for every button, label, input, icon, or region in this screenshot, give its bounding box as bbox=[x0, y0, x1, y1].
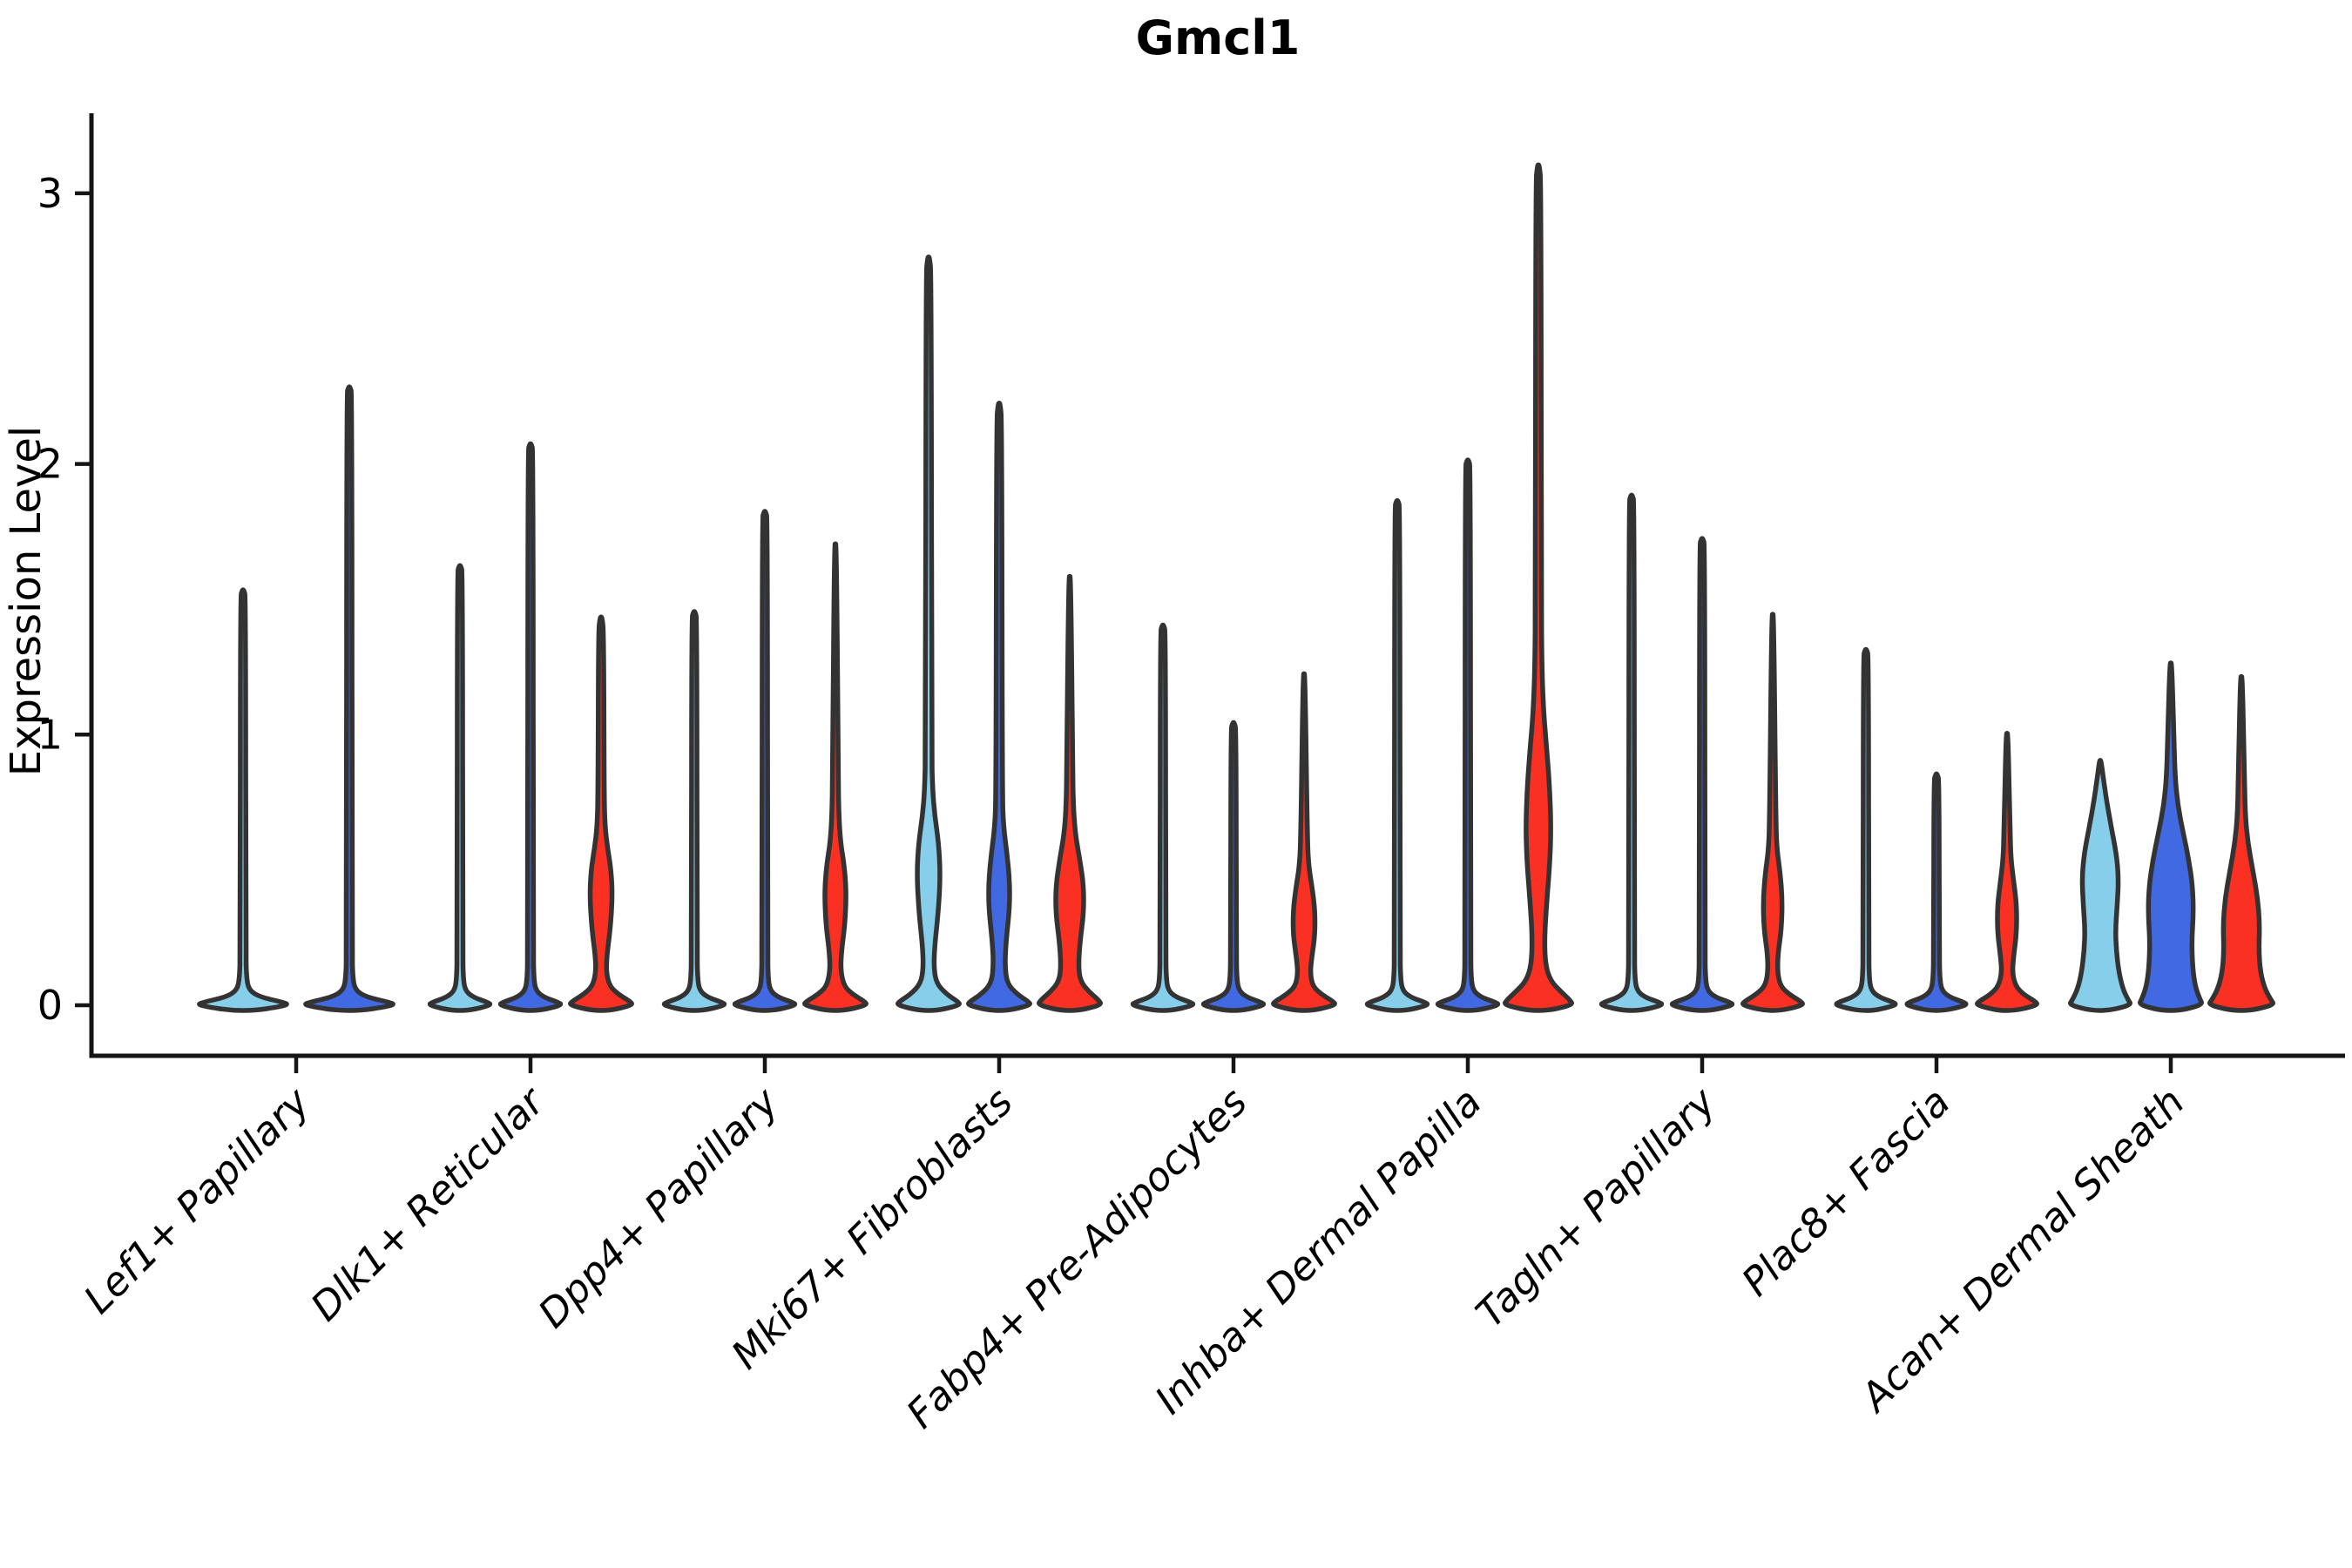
violin-blue bbox=[303, 384, 395, 1013]
violin-red bbox=[1740, 612, 1805, 1013]
violin-skyblue bbox=[197, 587, 289, 1013]
violin-skyblue bbox=[1598, 492, 1665, 1013]
x-tick-label: Plac8+ Fascia bbox=[1733, 1078, 1959, 1305]
violin-red bbox=[1037, 573, 1103, 1013]
violin-blue bbox=[1200, 720, 1267, 1013]
violin-blue bbox=[1435, 457, 1501, 1013]
violin-skyblue bbox=[2068, 758, 2132, 1013]
violin-blue bbox=[966, 401, 1032, 1013]
violin-blue bbox=[2138, 660, 2204, 1013]
violin-skyblue bbox=[896, 254, 962, 1013]
violin-red bbox=[1975, 731, 2039, 1013]
chart-title: Gmcl1 bbox=[1136, 10, 1301, 65]
violins-layer bbox=[197, 162, 2275, 1013]
violin-blue bbox=[497, 441, 564, 1013]
violin-red bbox=[568, 614, 634, 1013]
violin-skyblue bbox=[1834, 646, 1898, 1013]
y-tick-label: 0 bbox=[37, 982, 63, 1029]
violin-blue bbox=[1669, 536, 1735, 1013]
x-tick-label: Lef1+ Papillary bbox=[75, 1078, 320, 1322]
violin-red bbox=[2207, 673, 2275, 1013]
violin-red bbox=[1271, 671, 1337, 1013]
violin-skyblue bbox=[1130, 622, 1196, 1013]
violin-red bbox=[1503, 162, 1574, 1013]
violin-blue bbox=[1904, 771, 1969, 1013]
y-tick-label: 2 bbox=[37, 441, 63, 488]
x-tick-label: Tagln+ Papillary bbox=[1467, 1078, 1726, 1336]
violin-skyblue bbox=[1364, 497, 1430, 1013]
x-tick-label: Dlk1+ Reticular bbox=[301, 1078, 554, 1330]
y-axis-label: Expression Level bbox=[2, 426, 51, 777]
violin-blue bbox=[732, 509, 798, 1013]
x-tick-label: Dpp4+ Papillary bbox=[530, 1078, 788, 1336]
y-tick-label: 3 bbox=[37, 170, 63, 217]
violin-red bbox=[802, 541, 868, 1013]
y-tick-label: 1 bbox=[37, 711, 63, 758]
violin-skyblue bbox=[661, 609, 727, 1013]
violin-skyblue bbox=[427, 563, 493, 1013]
